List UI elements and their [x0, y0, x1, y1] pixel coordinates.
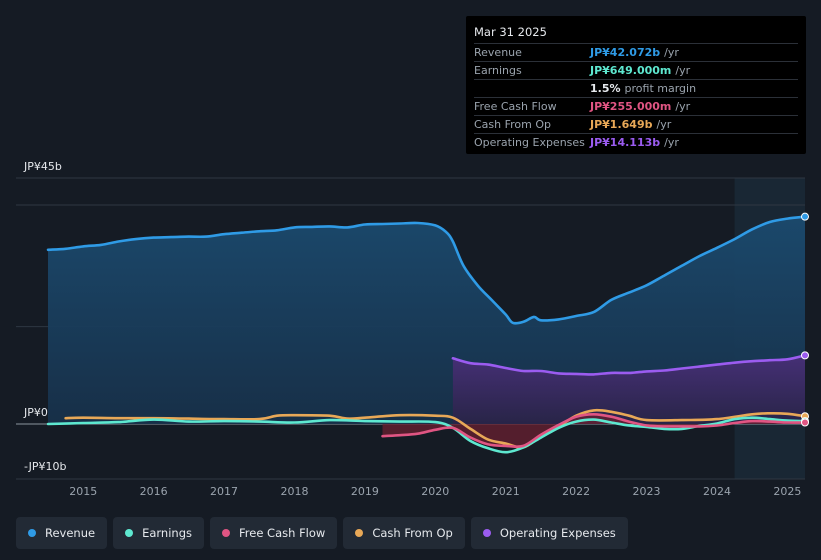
x-tick-label: 2018 [280, 485, 308, 498]
tooltip-row-value: JP¥1.649b [590, 118, 653, 131]
legend-dot-icon [28, 529, 36, 537]
tooltip-row-unit: /yr [664, 136, 679, 149]
tooltip-row-unit: /yr [656, 118, 672, 131]
tooltip-date: Mar 31 2025 [474, 25, 547, 39]
y-tick-label: JP¥0 [23, 406, 48, 419]
tooltip-row-earnings: Earnings JP¥649.000m/yr [474, 61, 798, 79]
x-tick-label: 2025 [773, 485, 801, 498]
legend-item-revenue[interactable]: Revenue [16, 517, 108, 549]
tooltip-row-label: Cash From Op [474, 118, 552, 131]
operating-expenses-line [451, 354, 807, 376]
tooltip-row-unit: /yr [675, 64, 691, 77]
series-endpoints [801, 212, 809, 427]
tooltip-row-free-cash-flow: Free Cash Flow JP¥255.000m/yr [474, 97, 798, 115]
cash-from-op-line [64, 408, 807, 449]
tooltip-row-unit: /yr [675, 100, 691, 113]
tooltip-row-cash-from-op: Cash From Op JP¥1.649b/yr [474, 115, 798, 133]
free-cash-flow-line [381, 413, 807, 449]
x-tick-label: 2023 [633, 485, 661, 498]
revenue-line [46, 215, 807, 325]
tooltip-row-label: Revenue [474, 46, 522, 59]
x-tick-label: 2017 [210, 485, 238, 498]
tooltip-row-label [474, 80, 590, 97]
legend-label: Earnings [142, 526, 192, 540]
tooltip-row-label: Operating Expenses [474, 136, 585, 149]
operating-expenses-area [452, 355, 805, 424]
tooltip-row-value: JP¥14.113b [590, 136, 661, 149]
legend-dot-icon [222, 529, 230, 537]
legend-item-free-cash-flow[interactable]: Free Cash Flow [210, 517, 338, 549]
tooltip-row-label: Earnings [474, 64, 522, 77]
legend-label: Operating Expenses [499, 526, 616, 540]
y-tick-label: -JP¥10b [24, 460, 66, 473]
tooltip-row-value: JP¥255.000m [590, 100, 672, 113]
x-tick-label: 2019 [351, 485, 379, 498]
tooltip-row-value: 1.5% [590, 82, 621, 95]
x-tick-label: 2015 [69, 485, 97, 498]
x-tick-label: 2022 [562, 485, 590, 498]
earnings-line [46, 416, 807, 454]
tooltip-row-revenue: Revenue JP¥42.072b/yr [474, 43, 798, 61]
chart-legend: Revenue Earnings Free Cash Flow Cash From O… [16, 517, 628, 549]
x-tick-label: 2021 [492, 485, 520, 498]
legend-item-cash-from-op[interactable]: Cash From Op [343, 517, 465, 549]
legend-item-operating-expenses[interactable]: Operating Expenses [470, 517, 628, 549]
legend-label: Free Cash Flow [239, 526, 326, 540]
tooltip-row-value: JP¥42.072b [590, 46, 661, 59]
legend-dot-icon [482, 529, 491, 537]
series-lines [46, 215, 807, 454]
legend-label: Revenue [45, 526, 96, 540]
legend-dot-icon [125, 529, 134, 537]
legend-dot-icon [355, 529, 364, 537]
x-tick-label: 2024 [703, 485, 731, 498]
tooltip-row-profit-margin: 1.5% profit margin [474, 79, 798, 97]
legend-label: Cash From Op [372, 526, 453, 540]
y-axis-labels: JP¥45b JP¥0 -JP¥10b [23, 160, 66, 473]
x-tick-label: 2020 [421, 485, 449, 498]
data-tooltip: Mar 31 2025 Revenue JP¥42.072b/yr Earnings… [466, 16, 806, 154]
tooltip-row-unit: profit margin [624, 82, 697, 95]
revenue-endpoint [801, 212, 809, 221]
free-cash-flow-endpoint [801, 418, 809, 427]
legend-item-earnings[interactable]: Earnings [113, 517, 204, 549]
tooltip-row-unit: /yr [664, 46, 679, 59]
tooltip-row-operating-expenses: Operating Expenses JP¥14.113b/yr [474, 133, 798, 151]
series-areas [48, 216, 805, 447]
operating-expenses-endpoint [801, 351, 809, 360]
y-tick-label: JP¥45b [23, 160, 62, 173]
tooltip-row-label: Free Cash Flow [474, 100, 557, 113]
x-tick-label: 2016 [140, 485, 168, 498]
tooltip-row-value: JP¥649.000m [590, 64, 672, 77]
x-axis-labels: 2015 2016 2017 2018 2019 2020 2021 2022 2023 2024… [69, 485, 801, 498]
